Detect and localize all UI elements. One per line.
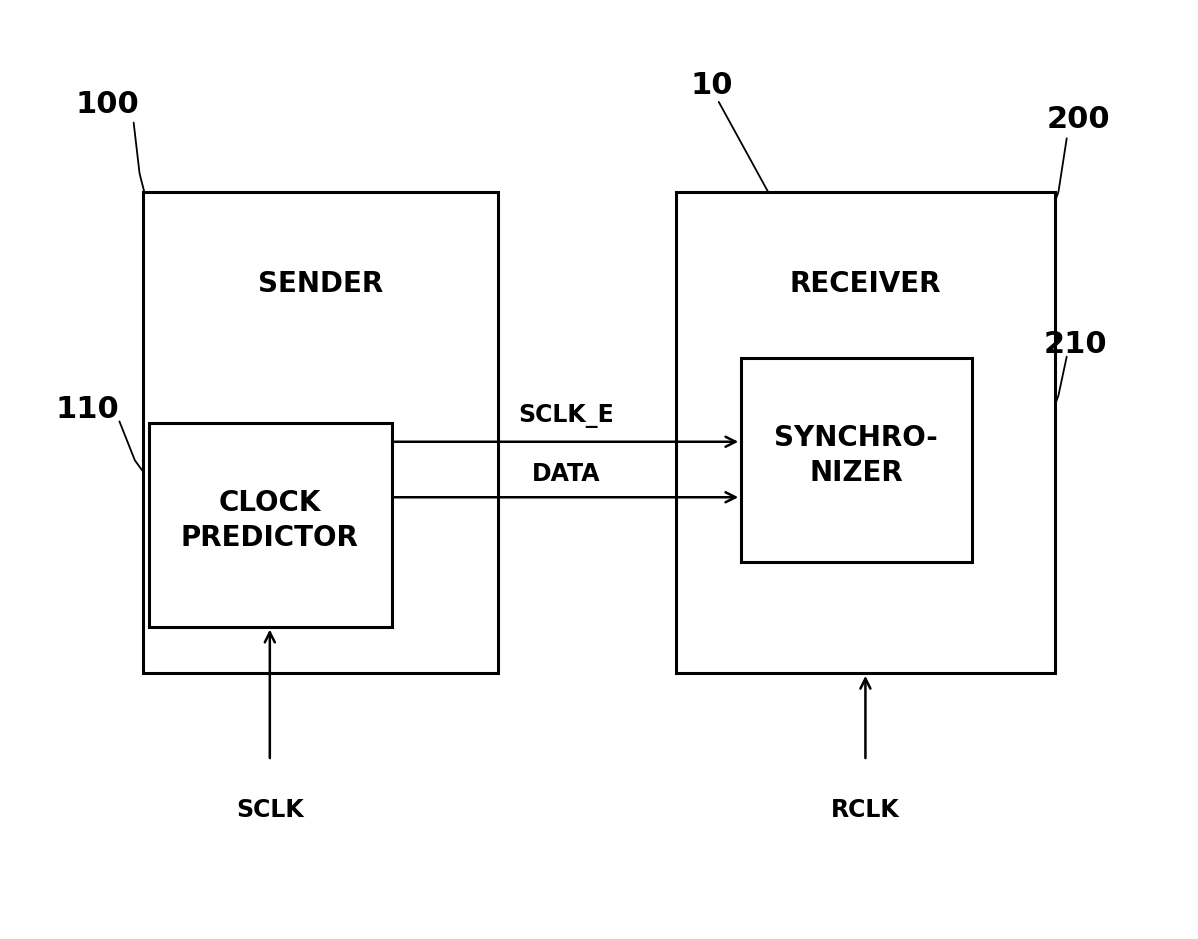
- Text: 210: 210: [1043, 331, 1107, 359]
- Text: RECEIVER: RECEIVER: [789, 270, 942, 299]
- Text: 200: 200: [1047, 105, 1111, 134]
- Text: 10: 10: [690, 71, 733, 100]
- Text: CLOCK
PREDICTOR: CLOCK PREDICTOR: [181, 489, 358, 552]
- Text: SCLK_E: SCLK_E: [518, 404, 613, 428]
- Text: RCLK: RCLK: [831, 798, 900, 822]
- Text: 100: 100: [75, 89, 139, 118]
- Bar: [676, 192, 1055, 673]
- Bar: [742, 359, 972, 562]
- Bar: [149, 423, 392, 626]
- Text: SYNCHRO-
NIZER: SYNCHRO- NIZER: [774, 424, 938, 487]
- Text: SCLK: SCLK: [236, 798, 303, 822]
- Bar: [143, 192, 498, 673]
- Text: 110: 110: [55, 395, 120, 423]
- Text: SENDER: SENDER: [258, 270, 383, 299]
- Text: DATA: DATA: [532, 462, 600, 486]
